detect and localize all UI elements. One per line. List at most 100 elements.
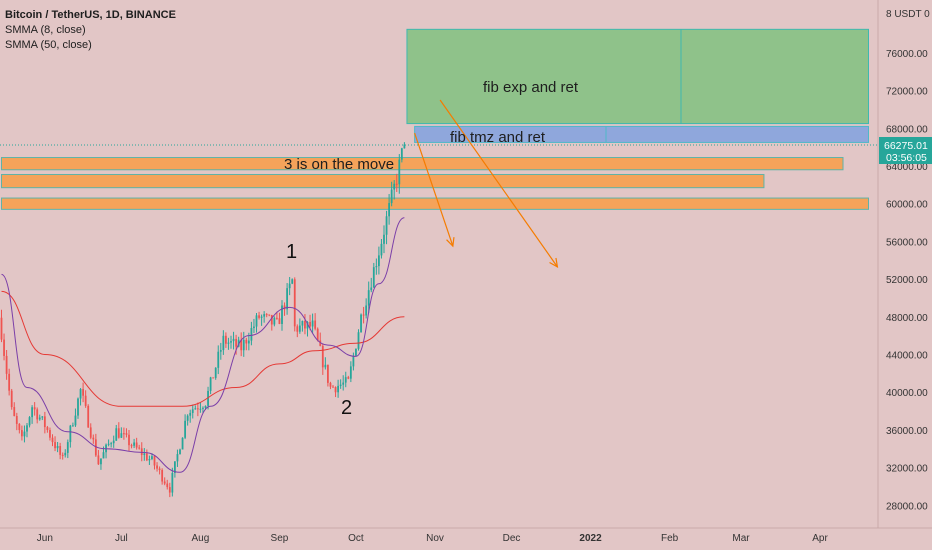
time-tick-label: 2022 xyxy=(579,533,602,544)
candle xyxy=(125,428,128,438)
candle xyxy=(0,309,3,343)
zones-layer xyxy=(1,28,869,210)
candle xyxy=(49,427,51,441)
smma-50-legend[interactable]: SMMA (50, close) xyxy=(5,39,92,51)
candle xyxy=(319,332,322,347)
candle xyxy=(278,312,281,325)
candle xyxy=(61,452,64,460)
candle xyxy=(79,388,82,406)
candle xyxy=(398,154,401,194)
candle xyxy=(403,142,406,149)
price-tick-label: 76000.00 xyxy=(886,49,928,60)
candle xyxy=(209,376,212,395)
candle xyxy=(196,402,199,417)
candle xyxy=(176,449,179,467)
price-tick-label: 72000.00 xyxy=(886,87,928,98)
move-label[interactable]: 3 is on the move xyxy=(284,156,394,173)
arrows-layer xyxy=(414,99,559,268)
candle xyxy=(332,384,334,388)
price-tick-label: 28000.00 xyxy=(886,501,928,512)
candle xyxy=(191,404,194,419)
wave-2-label[interactable]: 2 xyxy=(341,397,352,419)
projection-arrow-0[interactable] xyxy=(414,132,455,248)
candle xyxy=(349,361,352,383)
candle xyxy=(174,461,176,478)
candle xyxy=(375,258,378,275)
candle xyxy=(395,173,398,192)
candle xyxy=(372,262,375,288)
candle xyxy=(143,448,146,461)
price-tick-label: 60000.00 xyxy=(886,200,928,211)
symbol-title[interactable]: Bitcoin / TetherUS, 1D, BINANCE xyxy=(5,9,176,21)
candle xyxy=(352,352,355,371)
candle xyxy=(59,442,62,460)
candle xyxy=(89,423,92,440)
orange-zone-1[interactable] xyxy=(1,173,765,189)
chart-legend: Bitcoin / TetherUS, 1D, BINANCE SMMA (8,… xyxy=(5,8,176,53)
candle xyxy=(87,404,90,428)
time-axis[interactable]: Jun Jul Aug Sep Oct Nov Dec 2022 Feb Mar Apr xyxy=(0,527,932,544)
time-tick-label: Sep xyxy=(271,533,289,544)
orange-zone-2[interactable] xyxy=(1,157,844,171)
candle xyxy=(378,246,380,275)
candle xyxy=(293,277,296,332)
candle xyxy=(311,313,314,333)
candle xyxy=(15,412,18,431)
fib-exp-label[interactable]: fib exp and ret xyxy=(483,79,579,96)
candle xyxy=(158,466,161,475)
smma-8-legend[interactable]: SMMA (8, close) xyxy=(5,24,86,36)
candle xyxy=(133,438,135,448)
candle xyxy=(82,382,84,403)
fib-tmz-label[interactable]: fib tmz and ret xyxy=(450,129,546,146)
green-zone-4[interactable] xyxy=(406,28,869,125)
orange-zone-0[interactable] xyxy=(1,197,869,210)
candle xyxy=(115,424,118,441)
price-axis[interactable]: 8 USDT 0 76000.00 72000.00 68000.00 64000.0… xyxy=(877,0,932,528)
candle xyxy=(145,449,148,462)
candle xyxy=(230,335,232,349)
candle xyxy=(390,181,393,207)
candle xyxy=(268,314,271,317)
last-price-value: 66275.01 xyxy=(884,140,928,152)
price-ticks: 76000.00 72000.00 68000.00 64000.00 60000.00… xyxy=(886,49,928,512)
candle xyxy=(360,313,362,333)
candle xyxy=(214,367,217,380)
wave-1-label[interactable]: 1 xyxy=(286,241,297,263)
candle xyxy=(140,442,143,462)
candle xyxy=(212,377,215,379)
candle xyxy=(66,439,69,459)
smma-50-line xyxy=(1,290,405,407)
candle xyxy=(92,434,95,444)
candle xyxy=(171,467,174,497)
candle xyxy=(357,329,360,351)
candle xyxy=(383,225,385,254)
candle xyxy=(232,331,235,350)
candle xyxy=(64,449,67,458)
candle xyxy=(339,379,342,389)
candle xyxy=(72,422,74,427)
candle xyxy=(222,330,225,355)
candle xyxy=(281,300,283,331)
candle xyxy=(388,194,390,225)
candle xyxy=(23,425,26,443)
candle xyxy=(43,411,46,434)
candle xyxy=(362,306,365,324)
candles-layer xyxy=(0,142,406,498)
projection-arrow-1[interactable] xyxy=(439,99,559,268)
candle xyxy=(329,381,332,390)
price-tick-label: 68000.00 xyxy=(886,124,928,135)
time-tick-label: Feb xyxy=(661,533,679,544)
candle xyxy=(321,343,324,375)
candle xyxy=(156,462,158,472)
time-tick-label: Aug xyxy=(192,533,210,544)
candle xyxy=(128,430,130,451)
candle xyxy=(38,414,41,421)
candle xyxy=(107,439,110,447)
candle xyxy=(181,437,184,450)
price-tick-label: 32000.00 xyxy=(886,464,928,475)
candle xyxy=(273,316,276,327)
candle xyxy=(138,444,141,450)
candle xyxy=(184,414,186,440)
candle xyxy=(263,311,266,323)
